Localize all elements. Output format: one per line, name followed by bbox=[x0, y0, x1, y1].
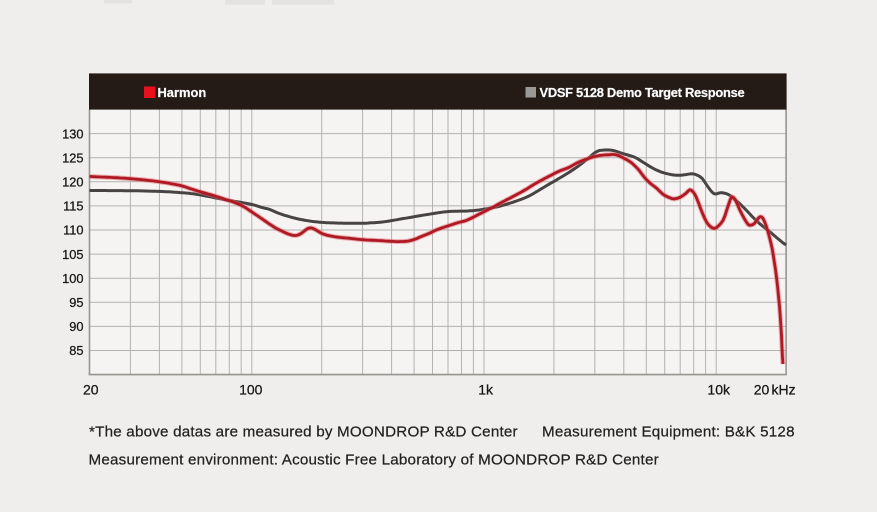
svg-text:130: 130 bbox=[62, 126, 83, 141]
svg-text:95: 95 bbox=[69, 295, 83, 310]
svg-text:105: 105 bbox=[62, 247, 83, 262]
svg-text:20: 20 bbox=[83, 382, 99, 398]
svg-text:100: 100 bbox=[62, 271, 83, 286]
svg-text:20: 20 bbox=[754, 382, 770, 398]
svg-text:115: 115 bbox=[63, 199, 83, 214]
svg-text:110: 110 bbox=[63, 223, 83, 238]
svg-text:120: 120 bbox=[62, 175, 83, 190]
svg-text:10k: 10k bbox=[707, 382, 731, 398]
svg-text:Harmon: Harmon bbox=[158, 85, 207, 100]
svg-text:VDSF 5128 Demo Target Response: VDSF 5128 Demo Target Response bbox=[540, 85, 745, 100]
svg-text:1k: 1k bbox=[478, 382, 494, 398]
svg-text:100: 100 bbox=[239, 382, 263, 398]
svg-text:kHz: kHz bbox=[772, 382, 796, 398]
svg-text:85: 85 bbox=[69, 343, 83, 358]
svg-text:90: 90 bbox=[69, 319, 83, 334]
svg-text:125: 125 bbox=[62, 150, 83, 165]
svg-text:*The above datas are measured: *The above datas are measured by MOONDRO… bbox=[89, 424, 518, 441]
svg-text:Measurement environment: Acous: Measurement environment: Acoustic Free L… bbox=[89, 452, 659, 469]
svg-text:Measurement Equipment: B&K 512: Measurement Equipment: B&K 5128 bbox=[542, 424, 795, 441]
